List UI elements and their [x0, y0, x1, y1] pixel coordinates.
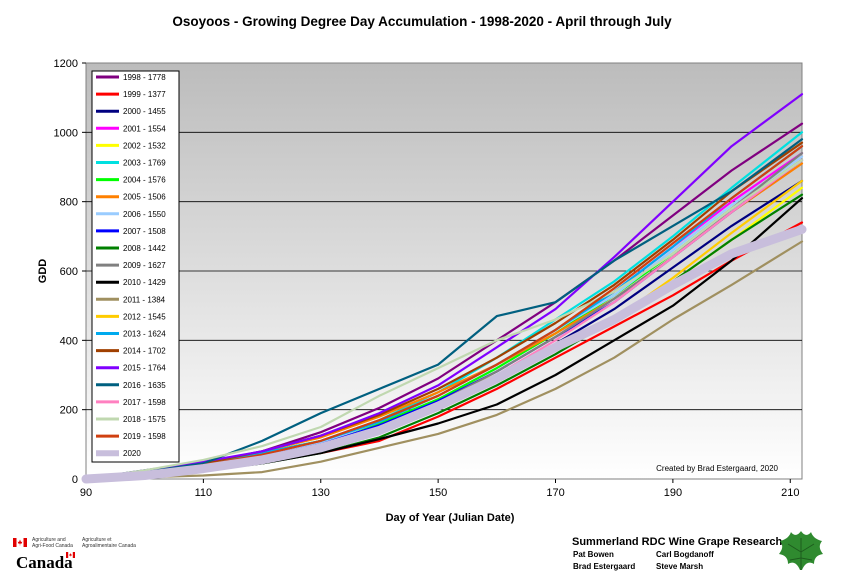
legend-label: 2019 - 1598 [123, 432, 166, 441]
y-tick-label: 800 [60, 197, 78, 209]
x-tick-label: 110 [195, 487, 213, 499]
series-line [84, 159, 804, 481]
legend-label: 2003 - 1769 [123, 159, 166, 168]
x-axis-label: Day of Year (Julian Date) [386, 512, 515, 524]
legend-label: 2011 - 1384 [123, 295, 166, 304]
x-tick-label: 150 [429, 487, 447, 499]
legend-label: 2000 - 1455 [123, 107, 166, 116]
legend-label: 2017 - 1598 [123, 398, 166, 407]
x-tick-label: 190 [664, 487, 682, 499]
chart-title: Osoyoos - Growing Degree Day Accumulatio… [172, 14, 672, 29]
legend-label: 2015 - 1764 [123, 364, 166, 373]
x-tick-label: 90 [80, 487, 92, 499]
series-lines [81, 93, 807, 484]
y-tick-label: 400 [60, 335, 78, 347]
legend-label: 2013 - 1624 [123, 330, 166, 339]
legend-label: 2008 - 1442 [123, 244, 166, 253]
agri-en-line1: Agriculture and [32, 537, 66, 543]
y-tick-label: 600 [60, 266, 78, 278]
legend-label: 2016 - 1635 [123, 381, 166, 390]
series-line [81, 224, 807, 484]
y-tick-label: 1000 [54, 127, 78, 139]
legend-label: 2002 - 1532 [123, 141, 166, 150]
legend-label: 2007 - 1508 [123, 227, 166, 236]
credit-name: Brad Estergaard [573, 562, 636, 571]
legend-label: 2014 - 1702 [123, 347, 166, 356]
x-axis-ticks: 90 110 130 150 170 190 210 [80, 479, 799, 499]
legend-label: 2018 - 1575 [123, 415, 166, 424]
legend: 1998 - 1778 1999 - 1377 2000 - 1455 2001 - … [91, 70, 180, 463]
x-tick-label: 170 [546, 487, 564, 499]
legend-label: 2012 - 1545 [123, 312, 166, 321]
credit-name: Pat Bowen [573, 550, 614, 559]
agri-fr-line2: Agroalimentaire Canada [82, 543, 136, 549]
legend-label: 2005 - 1506 [123, 193, 166, 202]
series-line [84, 240, 804, 481]
canada-flag-icon [13, 538, 27, 547]
research-group-title: Summerland RDC Wine Grape Research [572, 536, 783, 548]
legend-label: 2006 - 1550 [123, 210, 166, 219]
legend-label: 2020 [123, 449, 141, 458]
canada-wordmark: Canada [16, 553, 73, 572]
legend-label: 1999 - 1377 [123, 90, 166, 99]
legend-label: 2004 - 1576 [123, 176, 166, 185]
series-line [84, 93, 804, 481]
y-tick-label: 1200 [54, 58, 78, 70]
canada-wordmark-flag-icon [66, 552, 75, 558]
credit-name: Carl Bogdanoff [656, 550, 714, 559]
credit-name: Steve Marsh [656, 562, 704, 571]
y-axis-ticks: 0 200 400 600 800 1000 1200 [54, 58, 86, 486]
legend-label: 2009 - 1627 [123, 261, 166, 270]
y-tick-label: 0 [72, 474, 78, 486]
x-tick-label: 130 [312, 487, 330, 499]
series-line [84, 138, 804, 481]
agri-fr-line1: Agriculture et [82, 537, 112, 543]
grape-leaf-icon [779, 531, 823, 570]
legend-label: 2010 - 1429 [123, 278, 166, 287]
y-axis-label: GDD [37, 259, 49, 284]
y-tick-label: 200 [60, 405, 78, 417]
created-by-annotation: Created by Brad Estergaard, 2020 [656, 464, 778, 473]
legend-label: 2001 - 1554 [123, 124, 166, 133]
agri-en-line2: Agri-Food Canada [32, 543, 73, 549]
legend-label: 1998 - 1778 [123, 73, 166, 82]
x-tick-label: 210 [781, 487, 799, 499]
